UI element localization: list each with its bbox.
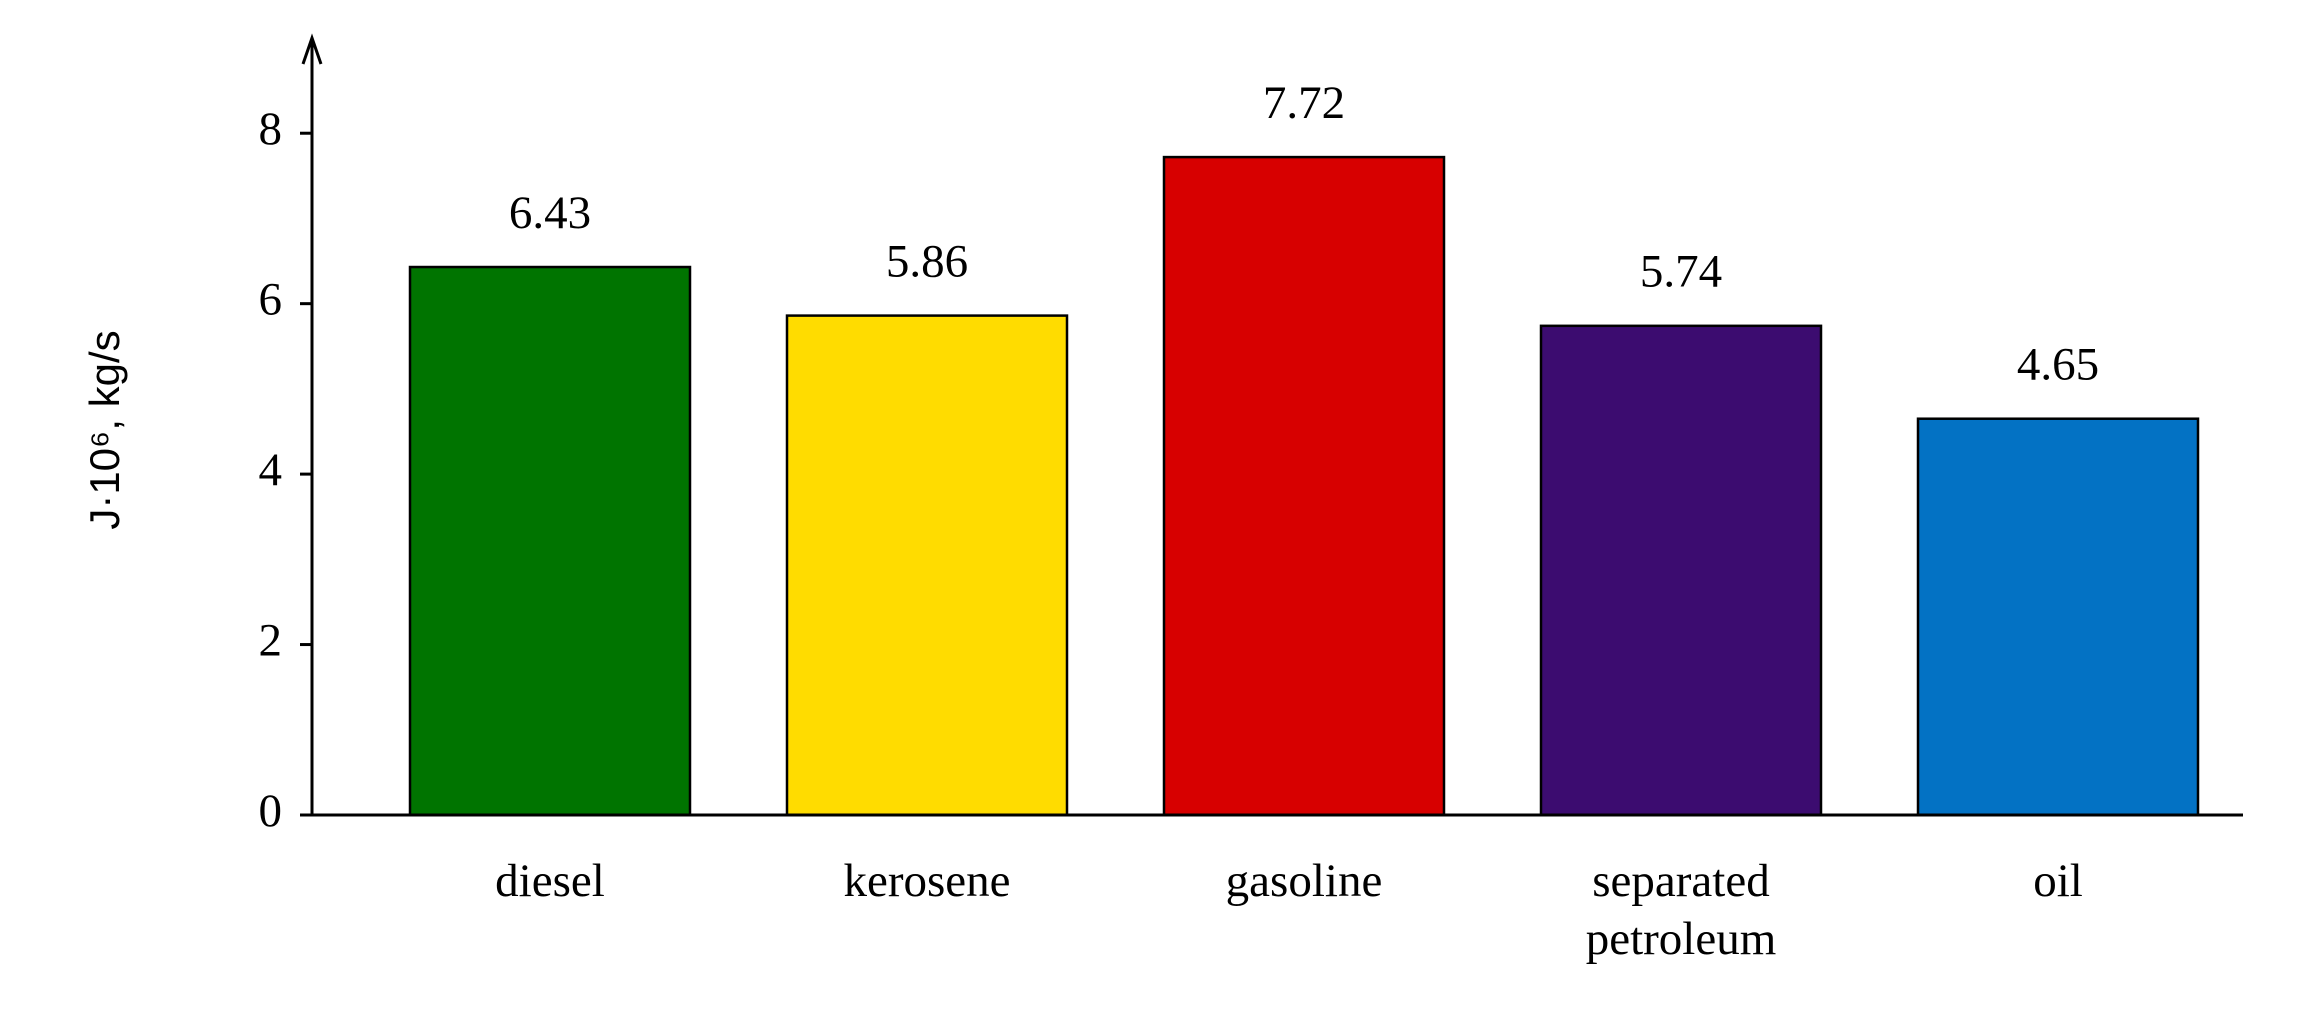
y-tick-label: 6 [259, 273, 283, 325]
value-label: 5.74 [1640, 246, 1722, 298]
y-tick-label: 4 [259, 444, 283, 496]
y-tick-label: 0 [259, 785, 283, 837]
value-label: 5.86 [886, 235, 968, 287]
bar [1162, 155, 1446, 817]
y-axis-label: J·10⁶, kg/s [81, 330, 128, 529]
value-label: 4.65 [2017, 338, 2099, 390]
x-tick-label: oil [2033, 855, 2083, 907]
y-axis-arrow [301, 33, 323, 65]
x-tick-label: separated petroleum [1586, 855, 1777, 965]
bar [785, 314, 1069, 817]
value-label: 7.72 [1263, 77, 1345, 129]
x-tick-label: gasoline [1226, 855, 1383, 907]
value-label: 6.43 [509, 187, 591, 239]
bar [408, 265, 692, 817]
x-tick-label: kerosene [843, 855, 1010, 907]
y-tick-label: 8 [259, 103, 283, 155]
y-tick-label: 2 [259, 614, 283, 666]
bar [1539, 324, 1823, 817]
x-tick-label: diesel [495, 855, 605, 907]
bar [1916, 417, 2200, 817]
